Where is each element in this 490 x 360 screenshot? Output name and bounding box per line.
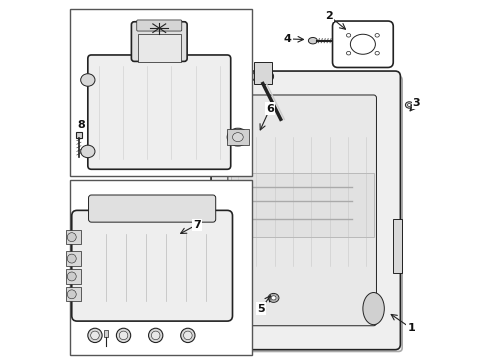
- Ellipse shape: [308, 37, 318, 44]
- Bar: [70, 9, 252, 176]
- Ellipse shape: [408, 104, 411, 107]
- Bar: [66, 269, 81, 284]
- Ellipse shape: [271, 296, 276, 300]
- Bar: [66, 251, 81, 266]
- Bar: [231, 173, 373, 237]
- FancyBboxPatch shape: [211, 71, 400, 350]
- Ellipse shape: [88, 328, 102, 342]
- Ellipse shape: [148, 328, 163, 342]
- FancyBboxPatch shape: [137, 20, 182, 31]
- Ellipse shape: [184, 331, 192, 340]
- Text: 2: 2: [325, 11, 333, 21]
- Ellipse shape: [151, 331, 160, 340]
- Bar: [138, 33, 181, 62]
- Ellipse shape: [232, 133, 243, 141]
- Ellipse shape: [91, 331, 99, 340]
- Bar: [66, 287, 81, 301]
- Ellipse shape: [363, 293, 384, 325]
- Ellipse shape: [375, 33, 379, 37]
- FancyBboxPatch shape: [72, 210, 232, 321]
- Ellipse shape: [117, 328, 131, 342]
- Ellipse shape: [81, 145, 95, 158]
- Bar: [76, 132, 82, 138]
- Bar: [254, 62, 272, 84]
- Ellipse shape: [67, 233, 76, 242]
- Ellipse shape: [252, 69, 273, 84]
- Ellipse shape: [268, 293, 279, 302]
- FancyBboxPatch shape: [88, 55, 231, 169]
- Ellipse shape: [346, 33, 351, 37]
- FancyBboxPatch shape: [217, 76, 402, 351]
- Text: 3: 3: [413, 98, 420, 108]
- Bar: [227, 129, 248, 145]
- Text: 8: 8: [77, 120, 85, 130]
- Bar: [103, 330, 108, 337]
- Ellipse shape: [119, 331, 128, 340]
- Ellipse shape: [67, 290, 76, 299]
- Bar: [70, 180, 252, 355]
- Text: 5: 5: [257, 303, 265, 314]
- Ellipse shape: [346, 51, 351, 55]
- Bar: [66, 230, 81, 244]
- Text: 6: 6: [266, 104, 274, 113]
- Ellipse shape: [67, 254, 76, 263]
- Ellipse shape: [405, 102, 413, 108]
- Ellipse shape: [181, 328, 195, 342]
- Ellipse shape: [81, 74, 95, 86]
- Ellipse shape: [350, 34, 375, 54]
- Ellipse shape: [227, 128, 248, 146]
- FancyBboxPatch shape: [131, 22, 187, 62]
- Text: 1: 1: [407, 323, 415, 333]
- FancyBboxPatch shape: [333, 21, 393, 67]
- Text: 4: 4: [284, 34, 292, 44]
- Ellipse shape: [67, 272, 76, 281]
- Text: 7: 7: [193, 220, 200, 230]
- FancyBboxPatch shape: [228, 95, 376, 326]
- FancyBboxPatch shape: [89, 195, 216, 222]
- Ellipse shape: [375, 51, 379, 55]
- Bar: [393, 219, 402, 273]
